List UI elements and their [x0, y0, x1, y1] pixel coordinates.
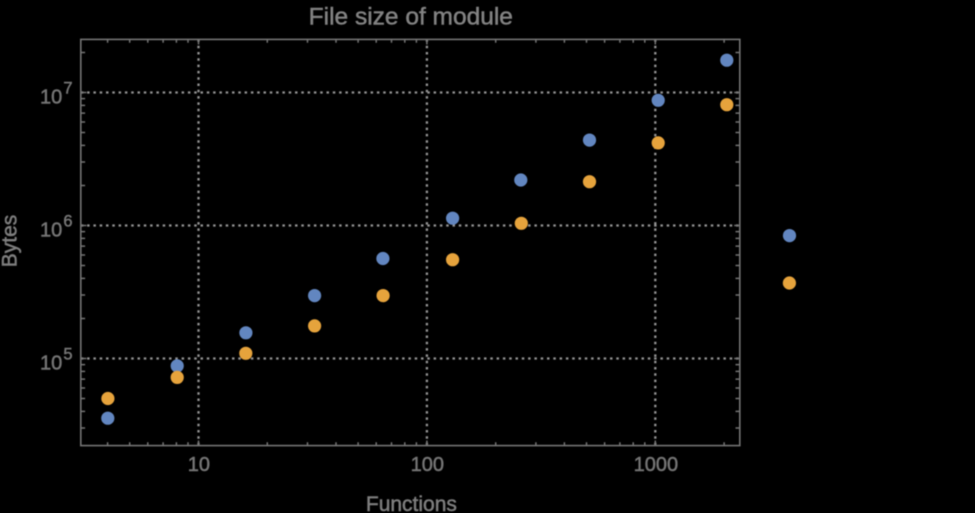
svg-text:6: 6 [63, 213, 72, 231]
svg-text:File size of module: File size of module [309, 4, 513, 31]
svg-text:5: 5 [63, 346, 72, 364]
svg-text:7: 7 [63, 80, 72, 98]
svg-text:10: 10 [40, 352, 62, 374]
svg-text:10: 10 [40, 86, 62, 108]
svg-text:10: 10 [40, 219, 62, 241]
svg-text:Bytes: Bytes [0, 215, 22, 268]
svg-text:100: 100 [411, 454, 444, 476]
svg-text:Functions: Functions [366, 493, 457, 513]
svg-text:1000: 1000 [634, 454, 679, 476]
svg-text:10: 10 [188, 454, 210, 476]
